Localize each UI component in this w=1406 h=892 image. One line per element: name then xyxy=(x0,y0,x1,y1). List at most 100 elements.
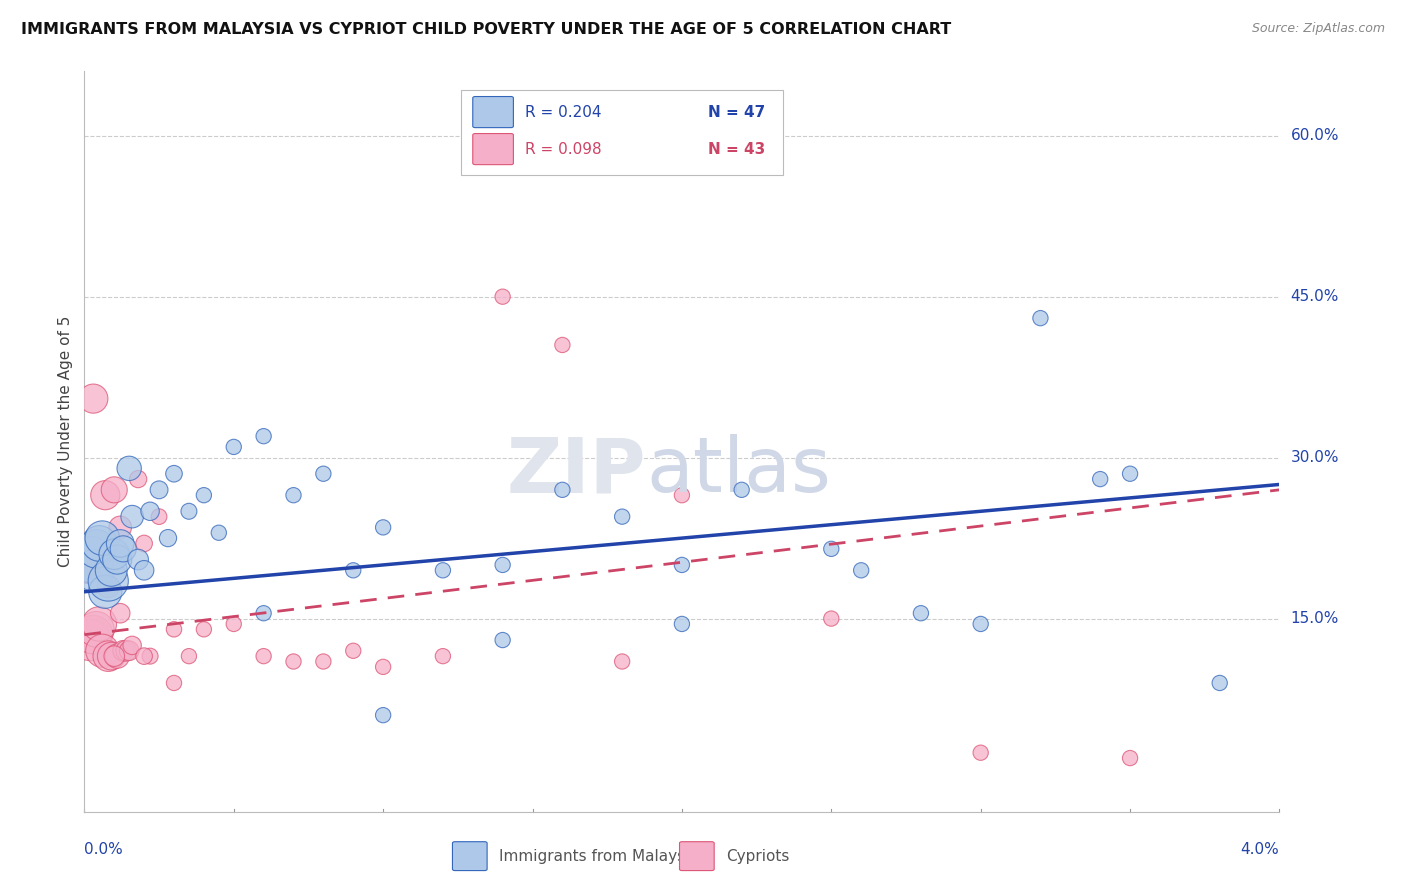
Point xyxy=(89,536,111,550)
Point xyxy=(110,606,132,620)
Point xyxy=(432,563,454,577)
Text: 30.0%: 30.0% xyxy=(1291,450,1339,465)
Point xyxy=(82,563,104,577)
Point xyxy=(163,467,186,481)
Text: 4.0%: 4.0% xyxy=(1240,842,1279,857)
Point xyxy=(551,338,574,352)
Point xyxy=(492,558,515,572)
Point xyxy=(103,649,125,664)
Text: 15.0%: 15.0% xyxy=(1291,611,1339,626)
Point xyxy=(110,520,132,534)
Point xyxy=(253,429,276,443)
Point xyxy=(132,649,156,664)
Point xyxy=(91,644,114,658)
Text: R = 0.098: R = 0.098 xyxy=(526,142,602,157)
Y-axis label: Child Poverty Under the Age of 5: Child Poverty Under the Age of 5 xyxy=(58,316,73,567)
Point xyxy=(91,531,114,545)
Text: 0.0%: 0.0% xyxy=(84,842,124,857)
Point xyxy=(121,639,143,653)
Point xyxy=(222,440,245,454)
Point xyxy=(127,552,149,566)
Point xyxy=(105,649,128,664)
Point xyxy=(820,611,842,625)
FancyBboxPatch shape xyxy=(679,842,714,871)
Point xyxy=(110,536,132,550)
Point xyxy=(970,616,993,631)
Point xyxy=(671,616,693,631)
Point xyxy=(157,531,180,545)
Point xyxy=(112,644,135,658)
Point xyxy=(970,746,993,760)
Point xyxy=(97,574,120,588)
Point xyxy=(1090,472,1112,486)
Point xyxy=(103,483,125,497)
Point xyxy=(342,644,364,658)
Point xyxy=(100,649,122,664)
Point xyxy=(139,504,162,518)
Point xyxy=(132,536,156,550)
Point xyxy=(193,488,215,502)
Point xyxy=(1209,676,1232,690)
Point xyxy=(148,483,170,497)
Point xyxy=(910,606,932,620)
Point xyxy=(94,584,117,599)
Point xyxy=(100,563,122,577)
FancyBboxPatch shape xyxy=(472,134,513,165)
Text: 45.0%: 45.0% xyxy=(1291,289,1339,304)
FancyBboxPatch shape xyxy=(472,96,513,128)
Point xyxy=(1029,311,1052,326)
Text: ZIP: ZIP xyxy=(506,434,647,508)
Point xyxy=(121,509,143,524)
Point xyxy=(115,644,138,658)
Point xyxy=(148,509,170,524)
Point xyxy=(432,649,454,664)
Point xyxy=(97,649,120,664)
Point xyxy=(105,552,128,566)
Point xyxy=(82,392,104,406)
Point xyxy=(612,655,634,669)
Point xyxy=(177,649,200,664)
FancyBboxPatch shape xyxy=(461,90,783,175)
Point xyxy=(373,660,395,674)
Point xyxy=(612,509,634,524)
Point xyxy=(94,488,117,502)
Point xyxy=(103,547,125,561)
Point xyxy=(1119,467,1142,481)
Point xyxy=(76,563,98,577)
Point xyxy=(177,504,200,518)
Point xyxy=(89,616,111,631)
Point xyxy=(79,552,101,566)
Point xyxy=(492,633,515,648)
Point xyxy=(492,290,515,304)
Point xyxy=(731,483,754,497)
Point xyxy=(373,520,395,534)
Text: N = 43: N = 43 xyxy=(709,142,766,157)
Point xyxy=(127,472,149,486)
Point xyxy=(79,633,101,648)
Point xyxy=(342,563,364,577)
Point xyxy=(86,541,108,556)
Point xyxy=(820,541,842,556)
Point xyxy=(193,623,215,637)
Point xyxy=(139,649,162,664)
Point xyxy=(253,606,276,620)
Point xyxy=(312,467,335,481)
Point xyxy=(132,563,156,577)
Point xyxy=(118,644,141,658)
FancyBboxPatch shape xyxy=(453,842,486,871)
Point xyxy=(97,579,120,593)
Point xyxy=(163,623,186,637)
Text: atlas: atlas xyxy=(647,434,831,508)
Point xyxy=(208,525,231,540)
Text: IMMIGRANTS FROM MALAYSIA VS CYPRIOT CHILD POVERTY UNDER THE AGE OF 5 CORRELATION: IMMIGRANTS FROM MALAYSIA VS CYPRIOT CHIL… xyxy=(21,22,952,37)
Point xyxy=(86,623,108,637)
Point xyxy=(373,708,395,723)
Point xyxy=(112,541,135,556)
Point xyxy=(671,558,693,572)
Point xyxy=(82,628,104,642)
Point xyxy=(1119,751,1142,765)
Point xyxy=(551,483,574,497)
Point xyxy=(283,488,305,502)
Point xyxy=(253,649,276,664)
Point xyxy=(118,461,141,475)
